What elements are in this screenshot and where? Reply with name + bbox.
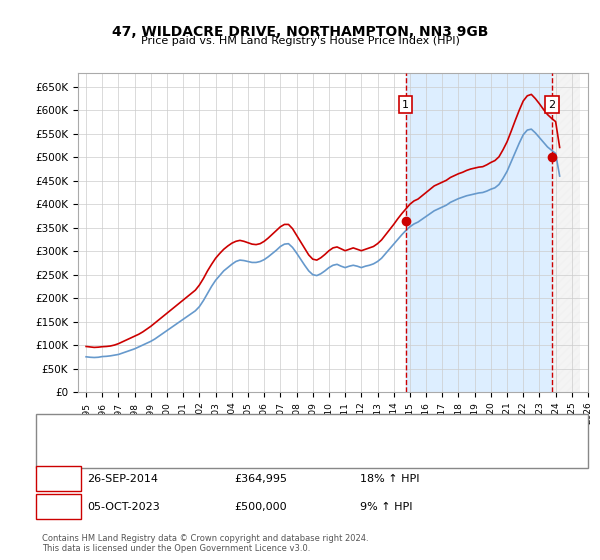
Text: 1: 1 bbox=[55, 474, 62, 484]
Text: 05-OCT-2023: 05-OCT-2023 bbox=[87, 502, 160, 512]
Text: 9% ↑ HPI: 9% ↑ HPI bbox=[360, 502, 413, 512]
Text: £364,995: £364,995 bbox=[234, 474, 287, 484]
Text: £500,000: £500,000 bbox=[234, 502, 287, 512]
Text: 2: 2 bbox=[548, 100, 555, 110]
Text: Contains HM Land Registry data © Crown copyright and database right 2024.
This d: Contains HM Land Registry data © Crown c… bbox=[42, 534, 368, 553]
Bar bbox=[406, 73, 552, 392]
Bar bbox=[552, 73, 580, 392]
Text: 26-SEP-2014: 26-SEP-2014 bbox=[87, 474, 158, 484]
Text: 1: 1 bbox=[402, 100, 409, 110]
Text: ———: ——— bbox=[60, 425, 97, 438]
Text: 47, WILDACRE DRIVE, NORTHAMPTON, NN3 9GB (detached house): 47, WILDACRE DRIVE, NORTHAMPTON, NN3 9GB… bbox=[105, 427, 431, 437]
Text: 18% ↑ HPI: 18% ↑ HPI bbox=[360, 474, 419, 484]
Text: Price paid vs. HM Land Registry's House Price Index (HPI): Price paid vs. HM Land Registry's House … bbox=[140, 36, 460, 46]
Text: 47, WILDACRE DRIVE, NORTHAMPTON, NN3 9GB: 47, WILDACRE DRIVE, NORTHAMPTON, NN3 9GB bbox=[112, 25, 488, 39]
Text: HPI: Average price, detached house, West Northamptonshire: HPI: Average price, detached house, West… bbox=[105, 445, 402, 455]
Text: 2: 2 bbox=[55, 502, 62, 512]
Text: ———: ——— bbox=[60, 444, 97, 457]
